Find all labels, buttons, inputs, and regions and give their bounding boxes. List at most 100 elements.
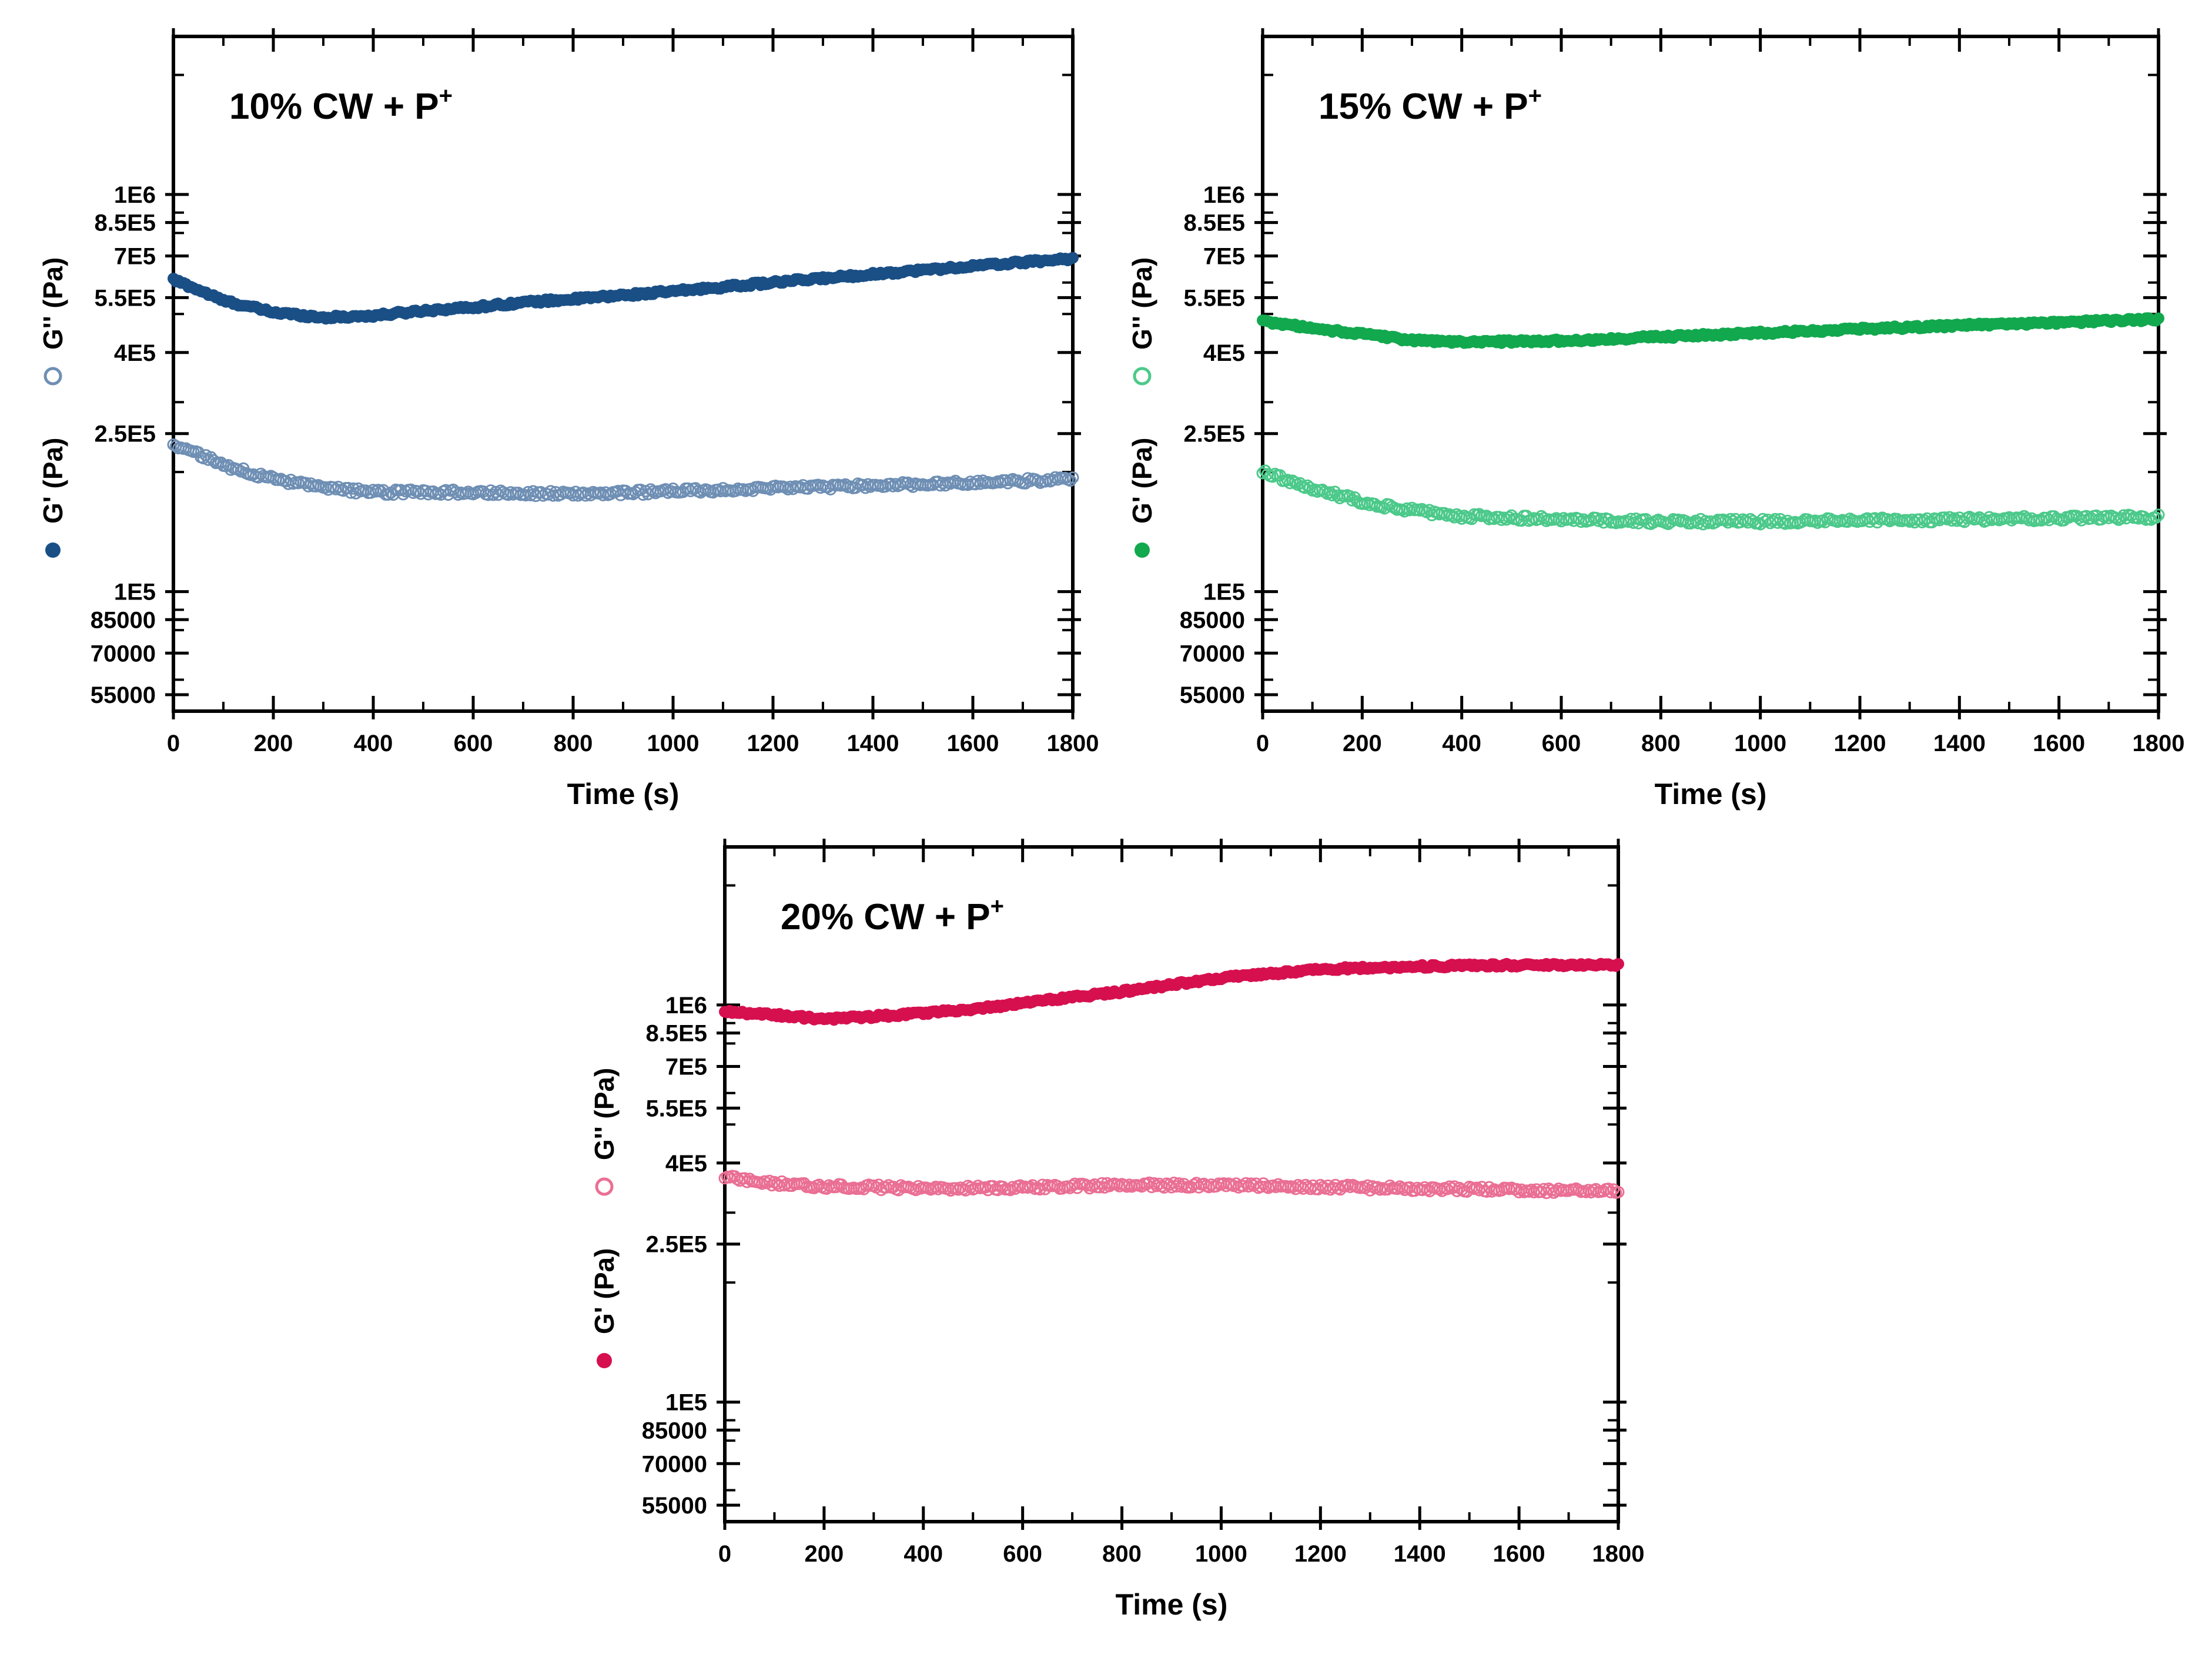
data-point [1438, 507, 1451, 520]
y-tick-label: 70000 [642, 1451, 707, 1477]
y-tick-label: 1E6 [114, 182, 156, 208]
x-tick-label: 1800 [1592, 1541, 1645, 1567]
data-point [1266, 470, 1279, 483]
x-tick-label: 400 [903, 1541, 943, 1567]
y-label-gpp: G'' (Pa) [589, 1068, 620, 1160]
data-point [1612, 1185, 1625, 1198]
x-tick-label: 400 [354, 731, 393, 756]
series-gdoubleprime [1256, 464, 2165, 531]
data-point [1066, 471, 1079, 484]
x-tick-label: 1600 [2033, 731, 2085, 756]
panel-title-superscript: + [990, 893, 1004, 919]
series-gdoubleprime [718, 1170, 1625, 1200]
x-tick-label: 1400 [847, 731, 899, 756]
data-point [2152, 508, 2165, 521]
y-tick-label: 1E5 [665, 1390, 707, 1416]
y-axis-legend: G' (Pa) G'' (Pa) [38, 257, 68, 558]
x-tick-label: 1600 [1493, 1541, 1545, 1567]
panel-title: 10% CW + P+ [229, 83, 453, 127]
y-tick-label: 1E6 [665, 993, 707, 1019]
y-tick-label: 55000 [91, 682, 156, 708]
legend-marker-gp [1135, 542, 1150, 558]
panel-title-text: 10% CW + P [229, 86, 439, 127]
x-tick-label: 0 [1256, 731, 1269, 756]
data-point [1039, 475, 1052, 488]
data-point [404, 483, 417, 496]
y-tick-label: 5.5E5 [1183, 285, 1245, 311]
y-tick-label: 8.5E5 [1183, 210, 1245, 236]
panel-title-superscript: + [439, 83, 453, 109]
y-tick-label: 2.5E5 [94, 421, 156, 447]
data-point [1147, 1177, 1160, 1190]
y-tick-label: 7E5 [665, 1054, 707, 1080]
y-tick-label: 1E5 [114, 580, 156, 605]
panel-title-text: 15% CW + P [1319, 86, 1528, 127]
data-point [1064, 474, 1077, 487]
data-point [1495, 513, 1508, 526]
x-axis-title: Time (s) [1655, 778, 1767, 810]
x-tick-label: 200 [254, 731, 293, 756]
x-tick-label: 200 [1343, 731, 1382, 756]
panel-title: 15% CW + P+ [1319, 83, 1542, 127]
panel-title-superscript: + [1528, 83, 1542, 109]
y-tick-label: 5.5E5 [645, 1096, 707, 1121]
x-tick-label: 600 [1542, 731, 1581, 756]
x-tick-label: 600 [454, 731, 493, 756]
panel-title: 20% CW + P+ [781, 893, 1004, 937]
y-label-gpp: G'' (Pa) [1127, 257, 1157, 350]
y-tick-label: 85000 [1180, 607, 1245, 633]
x-tick-label: 1400 [1394, 1541, 1446, 1567]
x-axis-title: Time (s) [567, 778, 680, 810]
y-tick-label: 5.5E5 [94, 285, 156, 311]
x-tick-label: 1000 [1734, 731, 1786, 756]
x-tick-label: 1200 [747, 731, 799, 756]
y-label-gpp: G'' (Pa) [38, 257, 68, 350]
x-axis-ticks: 0 200 400 600 800 1000 1200 1400 1600 1800 [167, 28, 1099, 756]
series-gdoubleprime [167, 438, 1079, 503]
x-tick-label: 1200 [1294, 1541, 1347, 1567]
y-tick-label: 85000 [91, 607, 156, 633]
data-point [2153, 312, 2164, 324]
legend-marker-gp [45, 542, 61, 558]
y-label-gp: G' (Pa) [589, 1248, 620, 1334]
x-tick-label: 1200 [1834, 731, 1886, 756]
y-label-gp: G' (Pa) [1127, 438, 1157, 524]
x-axis-title: Time (s) [1116, 1588, 1228, 1621]
x-tick-label: 0 [718, 1541, 731, 1567]
series-gprime [1257, 312, 2164, 349]
y-tick-label: 4E5 [114, 340, 156, 366]
y-tick-label: 2.5E5 [1183, 421, 1245, 447]
y-tick-label: 85000 [642, 1418, 707, 1443]
x-axis-ticks: 0 200 400 600 800 1000 1200 1400 1600 1800 [1256, 28, 2184, 756]
x-tick-label: 1400 [1933, 731, 1986, 756]
y-tick-label: 70000 [91, 641, 156, 666]
y-tick-label: 7E5 [114, 244, 156, 270]
y-minor-ticks [1263, 73, 2159, 712]
y-axis-legend: G' (Pa) G'' (Pa) [1127, 257, 1157, 558]
series-gprime [719, 957, 1624, 1026]
x-axis-ticks: 0 200 400 600 800 1000 1200 1400 1600 1800 [718, 839, 1645, 1567]
legend-marker-gp [597, 1353, 612, 1368]
plot-frame [1261, 35, 2160, 713]
x-tick-label: 800 [554, 731, 593, 756]
y-axis-legend: G' (Pa) G'' (Pa) [589, 1068, 620, 1368]
x-tick-label: 1000 [647, 731, 700, 756]
y-minor-ticks [173, 73, 1073, 712]
plot-frame [172, 35, 1075, 713]
panel-title-text: 20% CW + P [781, 897, 990, 937]
y-tick-label: 1E6 [1203, 182, 1245, 208]
data-point [1004, 1184, 1017, 1197]
x-tick-label: 1800 [1047, 731, 1099, 756]
x-tick-label: 400 [1442, 731, 1481, 756]
data-point [1067, 252, 1079, 264]
data-point [1612, 958, 1624, 970]
x-tick-label: 0 [167, 731, 180, 756]
y-tick-label: 7E5 [1203, 244, 1245, 270]
y-tick-label: 4E5 [1203, 340, 1245, 366]
